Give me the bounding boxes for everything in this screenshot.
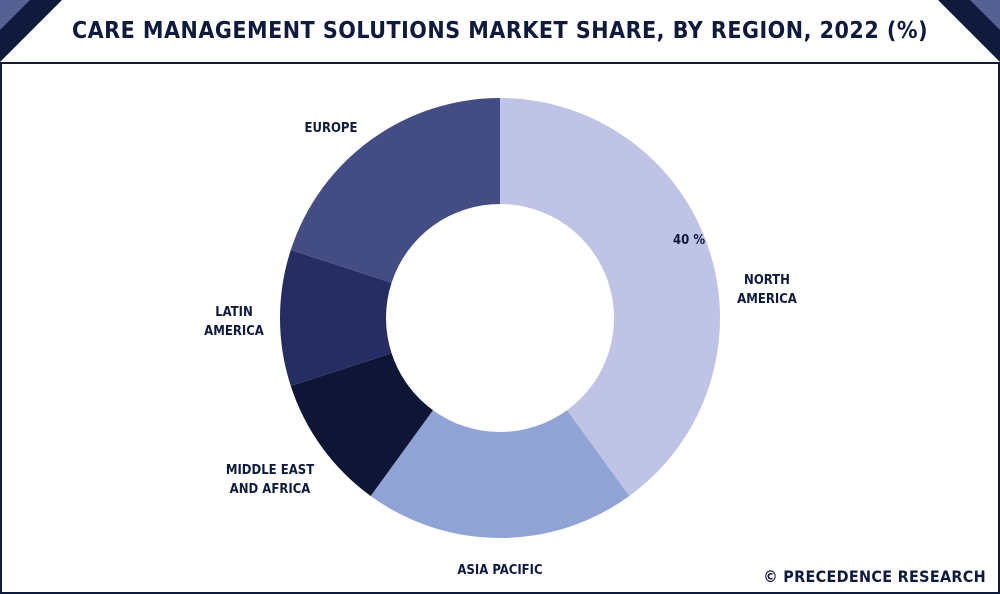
slice-label-middle-east-and-africa: MIDDLE EAST AND AFRICA xyxy=(226,463,314,497)
slice-label-north-america: NORTH AMERICA xyxy=(737,273,797,307)
slice-label-latin-america: LATIN AMERICA xyxy=(204,305,264,339)
donut-slice-asia-pacific xyxy=(370,410,630,539)
donut-slice-north-america xyxy=(500,98,720,496)
chart-title: CARE MANAGEMENT SOLUTIONS MARKET SHARE, … xyxy=(71,18,929,44)
slice-value-label-north-america: 40 % xyxy=(673,233,705,248)
header-banner: CARE MANAGEMENT SOLUTIONS MARKET SHARE, … xyxy=(0,0,1000,64)
corner-accent-left xyxy=(0,0,30,30)
slice-label-asia-pacific: ASIA PACIFIC xyxy=(457,563,542,578)
corner-accent-right xyxy=(970,0,1000,30)
slice-label-europe: EUROPE xyxy=(305,121,358,136)
donut-slice-latin-america xyxy=(279,250,392,386)
donut-slice-europe xyxy=(290,98,500,283)
donut-slice-middle-east-and-africa xyxy=(290,353,433,496)
credit-text: © PRECEDENCE RESEARCH xyxy=(763,567,986,586)
donut-chart: 40 % NORTH AMERICA ASIA PACIFIC MIDDLE EAST A… xyxy=(204,98,797,578)
